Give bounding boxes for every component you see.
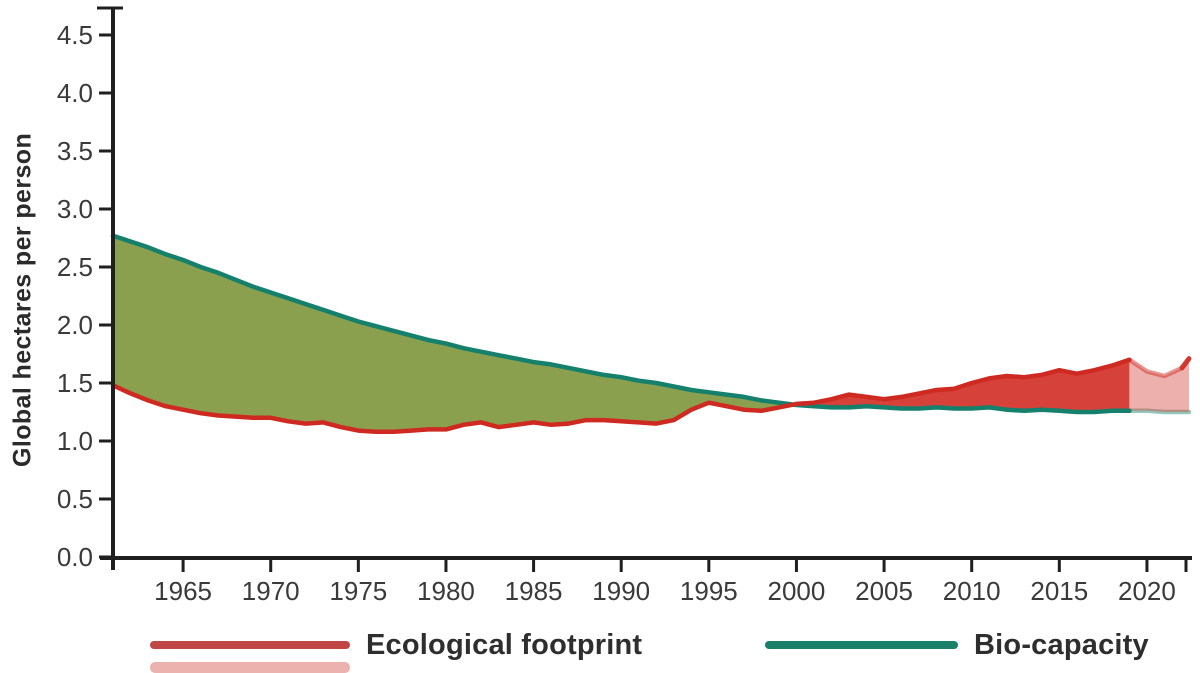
biocapacity-legend-label: Bio-capacity: [974, 628, 1149, 661]
x-tick-label: 1990: [592, 576, 650, 606]
x-tick-label: 1995: [680, 576, 738, 606]
y-tick-label: 4.5: [57, 20, 93, 50]
y-tick-label: 0.0: [57, 542, 93, 572]
x-tick-label: 1985: [505, 576, 563, 606]
chart-canvas: 0.0 0.5 1.0 1.5 2.0 2.5 3.0 3.5 4.0 4.5 1965 1970 19…: [57, 6, 1192, 606]
x-tick-label: 2010: [943, 576, 1001, 606]
y-tick-label: 0.5: [57, 484, 93, 514]
biocapacity-line: [110, 233, 1132, 415]
y-tick-label: 1.0: [57, 426, 93, 456]
y-tick-label: 2.5: [57, 252, 93, 282]
footprint-legend-label: Ecological footprint: [366, 628, 643, 661]
footprint-line: [110, 357, 1132, 434]
biocapacity-line-projected: [1127, 408, 1192, 415]
y-tick-label: 3.0: [57, 194, 93, 224]
y-tick-label: 1.5: [57, 368, 93, 398]
x-tick-label: 2015: [1030, 576, 1088, 606]
x-tick-label: 1975: [329, 576, 387, 606]
biocapacity-legend-swatch-icon: [765, 641, 958, 649]
cropped-legend-swatch: [150, 662, 350, 673]
x-tick-label: 2005: [855, 576, 913, 606]
legend-item-biocapacity: Bio-capacity: [765, 627, 1149, 663]
footprint-line-end-cap: [1179, 356, 1192, 371]
y-tick-label: 4.0: [57, 78, 93, 108]
surplus-area: [113, 235, 793, 432]
legend-item-footprint: Ecological footprint: [150, 627, 642, 663]
x-tick-label: 1980: [417, 576, 475, 606]
x-tick-label: 1965: [154, 576, 212, 606]
x-tick-label: 2020: [1118, 576, 1176, 606]
y-tick-label: 2.0: [57, 310, 93, 340]
x-tick-label: 2000: [768, 576, 826, 606]
x-tick-label: 1970: [242, 576, 300, 606]
footprint-legend-swatch-icon: [150, 641, 350, 649]
y-tick-label: 3.5: [57, 136, 93, 166]
